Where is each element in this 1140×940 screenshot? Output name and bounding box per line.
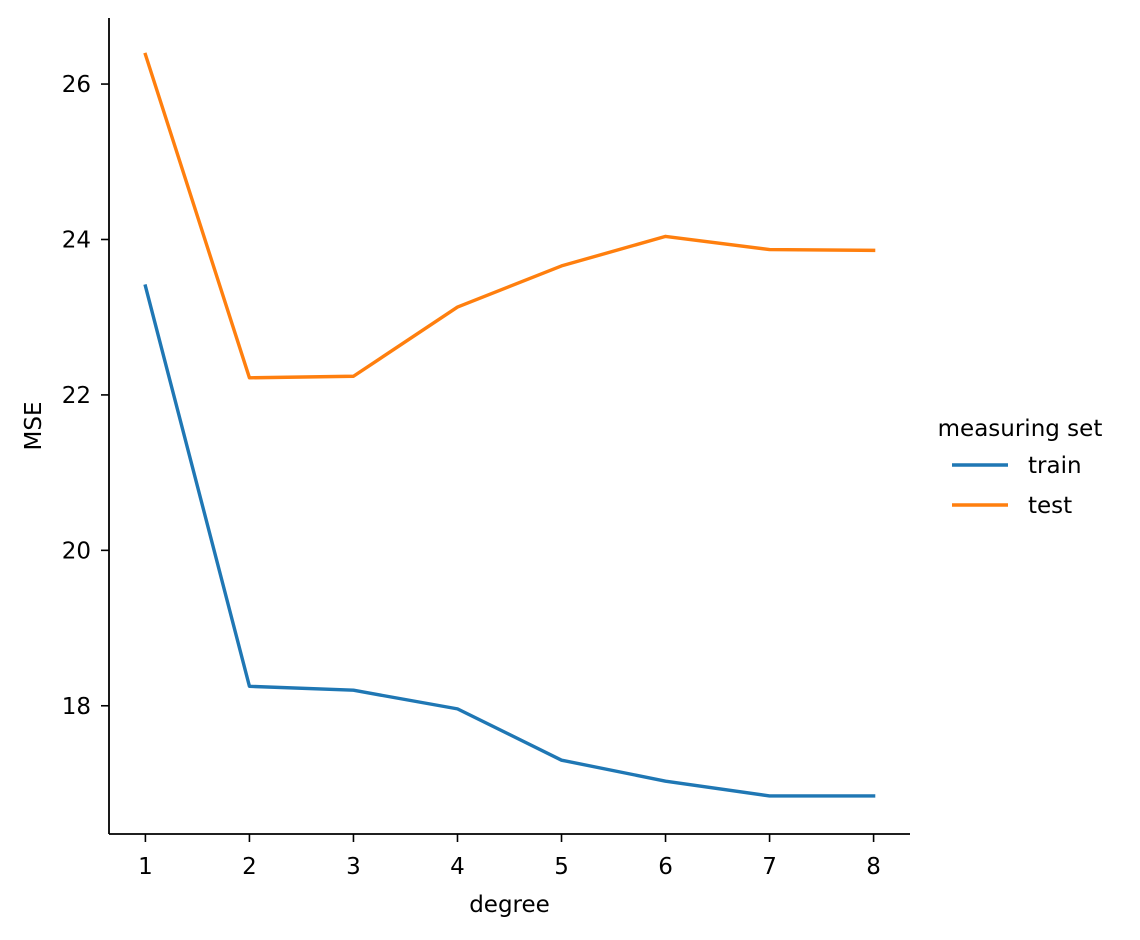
axes-layer — [108, 18, 910, 835]
x-tick-label: 8 — [866, 854, 881, 880]
y-tick-label: 26 — [62, 72, 91, 98]
x-tick-label: 6 — [658, 854, 673, 880]
legend-title: measuring set — [938, 416, 1103, 442]
legend: measuring set train test — [938, 416, 1103, 519]
y-tick-label: 18 — [62, 694, 91, 720]
y-tick-label: 20 — [62, 538, 91, 564]
series-line-train — [143, 284, 876, 798]
x-tick-label: 2 — [242, 854, 257, 880]
x-axis-label: degree — [469, 892, 550, 918]
legend-items: train test — [952, 453, 1082, 519]
series-line-test — [143, 52, 876, 380]
x-tick-label: 7 — [762, 854, 777, 880]
x-tick-label: 4 — [450, 854, 465, 880]
legend-label-train: train — [1028, 453, 1082, 479]
y-tick-label: 22 — [62, 383, 91, 409]
series-layer — [143, 52, 876, 798]
y-ticks: 18 20 22 24 26 — [62, 72, 109, 720]
y-tick-label: 24 — [62, 227, 91, 253]
x-tick-label: 5 — [554, 854, 569, 880]
x-ticks: 1 2 3 4 5 6 7 8 — [138, 834, 881, 880]
legend-label-test: test — [1028, 493, 1072, 519]
x-tick-label: 1 — [138, 854, 153, 880]
x-tick-label: 3 — [346, 854, 361, 880]
y-axis-label: MSE — [21, 402, 47, 451]
